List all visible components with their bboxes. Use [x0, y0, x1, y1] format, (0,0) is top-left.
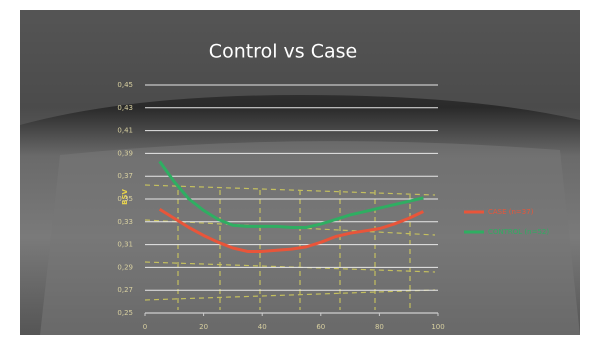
legend-label: CASE (n=37): [488, 208, 534, 216]
y-tick-label: 0,31: [117, 241, 133, 249]
x-tick-label: 80: [375, 323, 384, 331]
x-tick-label: 0: [143, 323, 147, 331]
chart-title: Control vs Case: [209, 41, 357, 63]
x-tick-label: 60: [316, 323, 325, 331]
y-tick-label: 0,27: [117, 286, 133, 294]
y-tick-label: 0,29: [117, 263, 133, 271]
x-tick-label: 40: [258, 323, 267, 331]
x-tick-label: 100: [431, 323, 444, 331]
x-tick-label: 20: [199, 323, 208, 331]
y-tick-label: 0,45: [117, 81, 133, 89]
y-tick-label: 0,37: [117, 172, 133, 180]
y-tick-label: 0,33: [117, 218, 133, 226]
bone-lower: [40, 141, 580, 335]
y-tick-label: 0,25: [117, 309, 133, 317]
chart: Control vs Case BSV 0,250,270,290,310,33…: [0, 0, 589, 342]
y-tick-label: 0,43: [117, 104, 133, 112]
legend-label: CONTROL (n=52): [488, 228, 549, 236]
y-tick-label: 0,35: [117, 195, 133, 203]
y-tick-label: 0,41: [117, 127, 133, 135]
y-tick-label: 0,39: [117, 149, 133, 157]
